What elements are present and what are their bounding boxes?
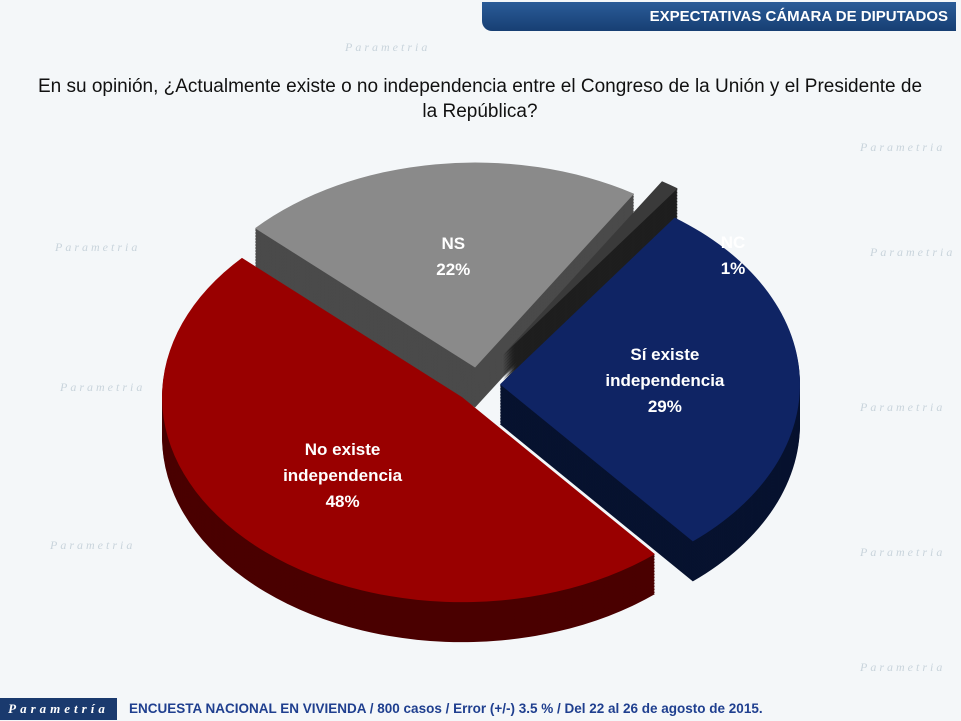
watermark-text: Parametria	[860, 660, 946, 674]
chart-title: En su opinión, ¿Actualmente existe o no …	[37, 76, 923, 122]
parametria-logo: Parametría	[0, 698, 117, 720]
slice-top	[254, 162, 635, 368]
pie-slice-no-existe-independencia	[162, 257, 655, 643]
pie-slice-sí-existe-independencia	[499, 217, 800, 582]
watermark-text: Parametria	[860, 140, 946, 154]
watermark-text: Parametria	[60, 380, 146, 394]
slice-top	[503, 181, 678, 356]
data-label: NS 22%	[436, 234, 470, 279]
watermark-text: Parametria	[860, 545, 946, 559]
slice-top	[499, 217, 800, 542]
watermark-text: Parametria	[870, 245, 956, 259]
pie-slice-ns	[254, 162, 635, 408]
watermark-text: Parametria	[345, 40, 431, 54]
watermark-text: Parametria	[55, 240, 141, 254]
watermark-text: Parametria	[860, 400, 946, 414]
footer-note: ENCUESTA NACIONAL EN VIVIENDA / 800 caso…	[129, 701, 763, 716]
data-label: NC 1%	[721, 233, 746, 278]
section-header: EXPECTATIVAS CÁMARA DE DIPUTADOS	[482, 2, 956, 31]
slice-top	[162, 257, 655, 603]
watermark-text: Parametria	[50, 538, 136, 552]
data-label: Sí existe independencia 29%	[605, 345, 725, 416]
data-label: No existe independencia 48%	[283, 440, 403, 511]
